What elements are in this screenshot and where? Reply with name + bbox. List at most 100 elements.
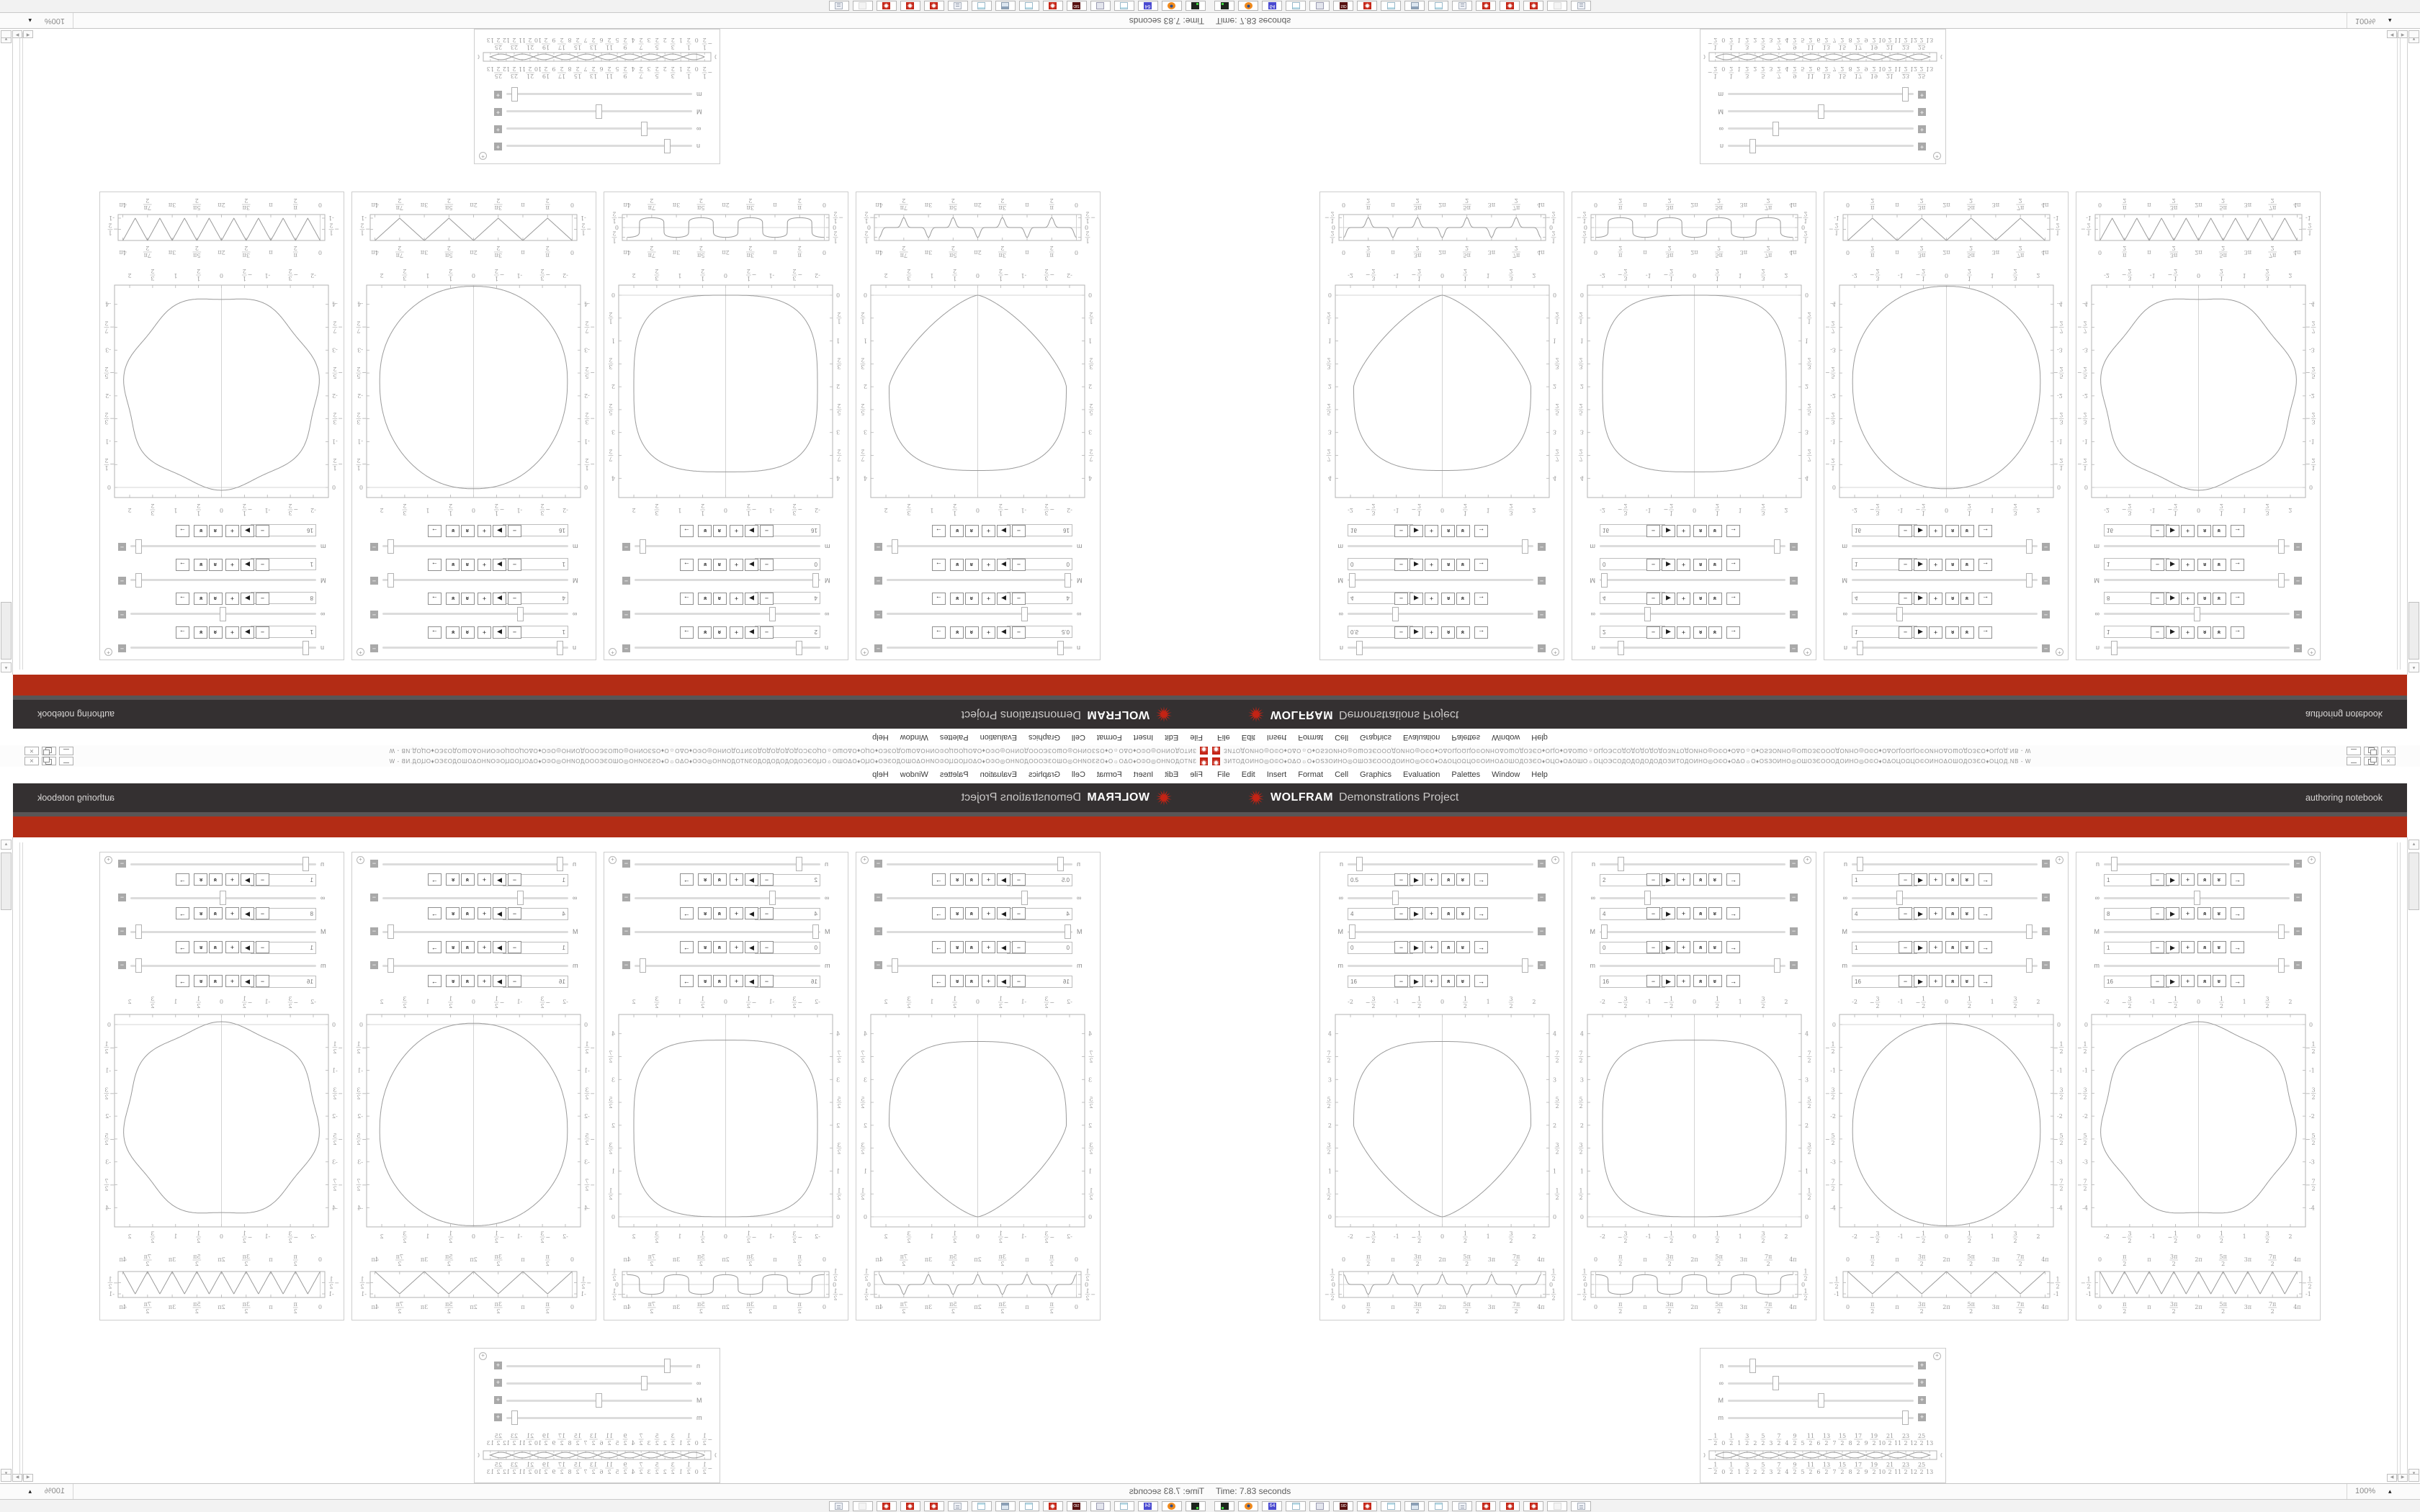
step-forward-button[interactable]: → xyxy=(932,593,946,605)
collapse-button[interactable]: − xyxy=(2294,860,2302,868)
slower-button[interactable]: » xyxy=(950,975,964,987)
play-button[interactable]: ▶ xyxy=(241,593,254,605)
slider-handle[interactable] xyxy=(135,958,142,973)
increment-button[interactable]: + xyxy=(1677,559,1690,571)
slider-handle[interactable] xyxy=(769,891,776,905)
slower-button[interactable]: » xyxy=(2213,941,2226,953)
slider-track[interactable] xyxy=(2104,545,2290,547)
slider-handle[interactable] xyxy=(1857,641,1863,655)
slider-track[interactable] xyxy=(1852,931,2038,933)
manipulate-menu-icon[interactable]: + xyxy=(357,856,364,864)
slower-button[interactable]: » xyxy=(1456,559,1470,571)
close-button[interactable]: × xyxy=(24,757,39,765)
menu-item-format[interactable]: Format xyxy=(1298,770,1324,779)
taskbar-item[interactable]: SID xyxy=(1067,1501,1087,1511)
play-button[interactable]: ▶ xyxy=(241,941,254,953)
slider-track[interactable] xyxy=(506,127,692,130)
taskbar-item[interactable] xyxy=(1090,1,1111,11)
slider-track[interactable] xyxy=(382,545,568,547)
menu-item-edit[interactable]: Edit xyxy=(1241,770,1255,779)
slider-handle[interactable] xyxy=(812,573,819,588)
slower-button[interactable]: » xyxy=(2213,593,2226,605)
increment-button[interactable]: + xyxy=(982,593,995,605)
scrollbar-thumb[interactable] xyxy=(1,852,12,910)
taskbar-item[interactable] xyxy=(877,1501,897,1511)
collapse-button[interactable]: − xyxy=(118,927,126,935)
taskbar-item[interactable] xyxy=(1090,1501,1111,1511)
faster-button[interactable]: » xyxy=(1441,941,1455,953)
step-forward-button[interactable]: → xyxy=(176,626,189,639)
slider-handle[interactable] xyxy=(511,1410,518,1425)
slider-track[interactable] xyxy=(1852,545,2038,547)
increment-button[interactable]: + xyxy=(982,941,995,953)
collapse-button[interactable]: − xyxy=(118,961,126,969)
collapse-button[interactable]: − xyxy=(874,860,882,868)
manipulate-menu-icon[interactable]: + xyxy=(2308,648,2316,656)
step-forward-button[interactable]: → xyxy=(1726,559,1740,571)
taskbar-item[interactable] xyxy=(1162,1,1182,11)
play-button[interactable]: ▶ xyxy=(997,941,1010,953)
faster-button[interactable]: » xyxy=(965,559,979,571)
decrement-button[interactable]: − xyxy=(2151,907,2164,919)
decrement-button[interactable]: − xyxy=(1899,559,1912,571)
step-forward-button[interactable]: → xyxy=(2231,559,2244,571)
faster-button[interactable]: » xyxy=(1693,525,1707,537)
expand-button[interactable]: + xyxy=(494,1379,502,1387)
decrement-button[interactable]: − xyxy=(256,626,269,639)
hscroll-right-arrow[interactable]: ▶ xyxy=(2398,1474,2408,1482)
play-button[interactable]: ▶ xyxy=(1914,525,1927,537)
step-forward-button[interactable]: → xyxy=(1978,975,1992,987)
manipulate-menu-icon[interactable]: + xyxy=(104,856,112,864)
slider-track[interactable] xyxy=(887,545,1072,547)
slider-track[interactable] xyxy=(635,863,820,865)
collapse-button[interactable]: − xyxy=(874,894,882,901)
step-forward-button[interactable]: → xyxy=(680,975,694,987)
increment-button[interactable]: + xyxy=(478,907,491,919)
decrement-button[interactable]: − xyxy=(256,559,269,571)
increment-button[interactable]: + xyxy=(1929,559,1942,571)
collapse-button[interactable]: − xyxy=(1790,894,1798,901)
step-forward-button[interactable]: → xyxy=(1474,907,1488,919)
step-forward-button[interactable]: → xyxy=(1474,873,1488,886)
play-button[interactable]: ▶ xyxy=(2166,525,2179,537)
slider-track[interactable] xyxy=(887,931,1072,933)
play-button[interactable]: ▶ xyxy=(493,975,506,987)
step-forward-button[interactable]: → xyxy=(680,941,694,953)
decrement-button[interactable]: − xyxy=(508,907,521,919)
slider-track[interactable] xyxy=(130,579,316,581)
taskbar-item[interactable] xyxy=(1428,1501,1448,1511)
faster-button[interactable]: » xyxy=(713,559,727,571)
cell-bracket[interactable] xyxy=(2397,32,2398,670)
slower-button[interactable]: » xyxy=(698,559,712,571)
play-button[interactable]: ▶ xyxy=(241,626,254,639)
increment-button[interactable]: + xyxy=(2181,593,2195,605)
step-forward-button[interactable]: → xyxy=(1978,525,1992,537)
collapse-button[interactable]: − xyxy=(874,644,882,652)
slider-track[interactable] xyxy=(635,931,820,933)
slower-button[interactable]: » xyxy=(194,873,207,886)
collapse-button[interactable]: − xyxy=(1538,611,1546,618)
step-forward-button[interactable]: → xyxy=(1474,941,1488,953)
slower-button[interactable]: » xyxy=(698,873,712,886)
increment-button[interactable]: + xyxy=(1425,593,1438,605)
faster-button[interactable]: » xyxy=(461,873,475,886)
expand-button[interactable]: + xyxy=(494,1413,502,1421)
menu-item-format[interactable]: Format xyxy=(1298,733,1324,742)
increment-button[interactable]: + xyxy=(1677,941,1690,953)
faster-button[interactable]: » xyxy=(713,593,727,605)
decrement-button[interactable]: − xyxy=(256,525,269,537)
play-button[interactable]: ▶ xyxy=(241,907,254,919)
menu-item-window[interactable]: Window xyxy=(900,733,928,742)
decrement-button[interactable]: − xyxy=(1394,593,1408,605)
slider-handle[interactable] xyxy=(1057,857,1064,871)
slower-button[interactable]: » xyxy=(1708,975,1722,987)
decrement-button[interactable]: − xyxy=(760,626,774,639)
slower-button[interactable]: » xyxy=(1960,559,1974,571)
slider-handle[interactable] xyxy=(1749,1359,1756,1373)
slider-track[interactable] xyxy=(2104,579,2290,581)
faster-button[interactable]: » xyxy=(461,525,475,537)
manipulate-menu-icon[interactable]: + xyxy=(2056,856,2063,864)
taskbar-item[interactable] xyxy=(1547,1501,1567,1511)
manipulate-menu-icon[interactable]: + xyxy=(2056,648,2063,656)
slider-track[interactable] xyxy=(635,965,820,967)
